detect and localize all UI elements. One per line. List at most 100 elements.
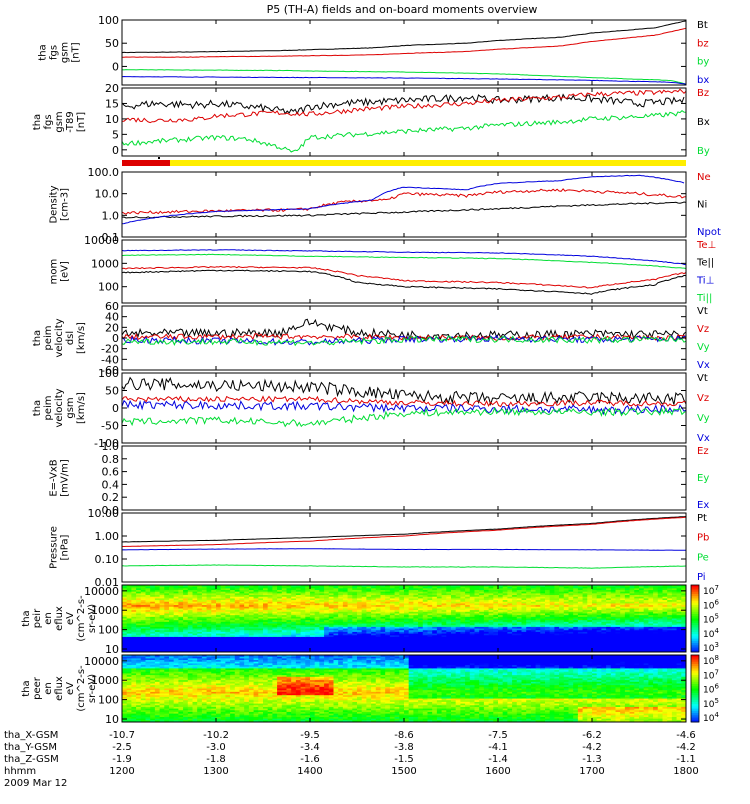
series-fgs-tsy: [122, 89, 686, 152]
series-line-Pe: [122, 565, 686, 568]
legend-entry: Pi: [697, 572, 706, 583]
series-vel-dsl: [122, 319, 686, 345]
ephem-value: -10.2: [203, 730, 229, 741]
y-label-line: peim: [43, 325, 54, 350]
series-line-By: [122, 111, 686, 152]
status-bar-marker: [158, 157, 160, 159]
y-tick-label: 10.0: [95, 188, 120, 201]
colorbar-label: 106: [703, 683, 719, 696]
ephem-value: -3.4: [300, 742, 320, 753]
y-tick-label: 1.00: [95, 530, 120, 543]
series-temp: [122, 250, 686, 295]
y-label-line: tha: [21, 610, 32, 626]
legend-entry: Ti⊥: [696, 275, 714, 286]
ephem-value: -8.6: [394, 730, 414, 741]
y-tick-label: 100: [98, 367, 119, 380]
series-line-Ne: [122, 189, 686, 214]
y-label-line: tha: [32, 330, 43, 346]
series-line-Vx: [122, 401, 686, 414]
series-line-Bz: [122, 89, 686, 122]
legend-entry: Pe: [697, 552, 709, 563]
time-tick-label: 1600: [485, 766, 510, 777]
y-tick-label: 20: [105, 82, 119, 95]
ephemeris-block: tha_X-GSM-10.7-10.2-9.5-8.6-7.5-6.2-4.6t…: [4, 730, 699, 789]
y-label-line: eflux: [54, 676, 65, 701]
y-tick-label: 1000: [91, 257, 119, 270]
legend-entry: Vt: [697, 373, 708, 384]
y-tick-label: 50: [105, 385, 119, 398]
ephem-value: -1.3: [582, 754, 602, 765]
y-tick-label: 0: [112, 60, 119, 73]
ephem-row-hhmm: hhmm: [4, 766, 36, 777]
y-label-line: E=-VxB: [49, 459, 60, 496]
y-label-line: fgs: [43, 114, 54, 129]
panel-frame: [122, 88, 686, 156]
ephem-value: -1.8: [206, 754, 226, 765]
ephem-value: -2.5: [112, 742, 132, 753]
y-label-line: Pressure: [49, 526, 60, 569]
ephem-value: -10.7: [109, 730, 135, 741]
colorbar-label: 104: [703, 627, 719, 640]
legend-entry: Te||: [696, 258, 714, 269]
y-label-line: (cm^2-s-: [76, 595, 87, 642]
y-tick-label: 0: [112, 402, 119, 415]
series-line-Bx: [122, 95, 684, 114]
y-label-line: eflux: [54, 606, 65, 631]
y-label-line: tha: [32, 114, 43, 130]
legend-entry: Ey: [697, 473, 709, 484]
y-ticks-efield: 1.00.80.60.40.20.0: [102, 440, 687, 517]
ephem-value: -4.2: [582, 742, 602, 753]
ephem-value: -3.8: [394, 742, 414, 753]
colorbar-label: 104: [703, 711, 719, 724]
ephem-value: -1.1: [676, 754, 696, 765]
ephem-label: tha_X-GSM: [4, 730, 58, 741]
legend-entry: Pb: [697, 533, 709, 544]
y-label-line: sr-eV): [87, 674, 98, 703]
y-label-line: eV: [65, 682, 76, 695]
legend-entry: Pt: [697, 513, 707, 524]
colorbar-label: 105: [703, 613, 719, 626]
y-tick-label: 1.0: [102, 440, 120, 453]
panel-frame: [122, 172, 686, 237]
legend-entry: Vz: [697, 324, 709, 335]
y-tick-label: 5: [112, 128, 119, 141]
legend-entry: Bt: [697, 20, 708, 31]
y-tick-label: 1.0: [102, 209, 120, 222]
ephem-value: -1.9: [112, 754, 132, 765]
y-tick-label: 100: [98, 624, 119, 637]
legend-temp: Te⊥Te||Ti⊥Ti||: [696, 240, 716, 304]
series-pressure: [122, 517, 686, 569]
colorbar-label: 105: [703, 697, 719, 710]
y-tick-label: 10000: [84, 585, 119, 598]
legend-entry: by: [697, 57, 709, 68]
y-tick-label: 10: [105, 713, 119, 726]
y-ticks-pressure: 10.001.000.100.01: [88, 507, 687, 589]
series-line-Pb: [122, 517, 686, 546]
y-label-line: gsm: [54, 111, 65, 132]
ephem-value: -3.0: [206, 742, 226, 753]
colorbar-label: 108: [703, 654, 719, 667]
y-label-line: sr-eV): [87, 604, 98, 633]
legend-entry: Vy: [697, 342, 710, 353]
y-tick-label: 10.00: [88, 507, 120, 520]
ephem-value: -1.6: [300, 754, 320, 765]
y-tick-label: -50: [101, 420, 119, 433]
panel-frame: [122, 446, 686, 510]
page-title: P5 (TH-A) fields and on-board moments ov…: [267, 3, 538, 16]
